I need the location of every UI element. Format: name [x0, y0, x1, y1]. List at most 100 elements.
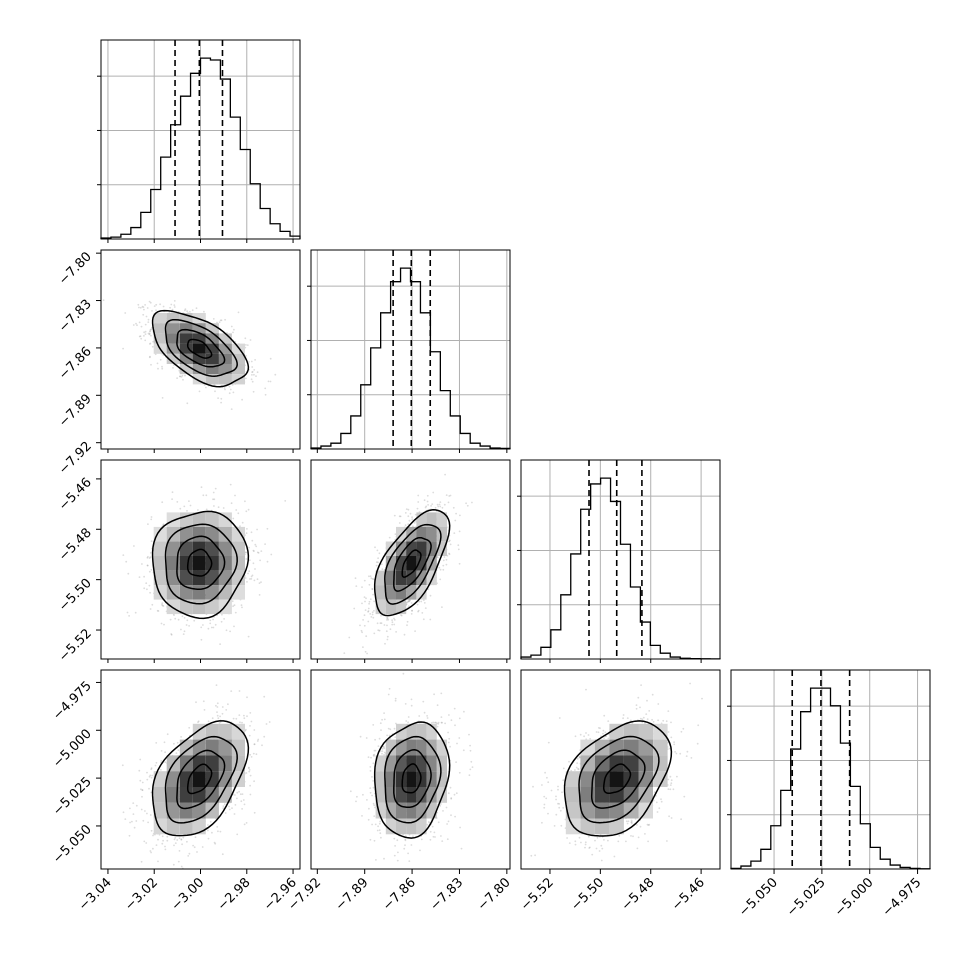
sample-point [438, 566, 441, 569]
sample-point [154, 764, 157, 767]
sample-point [253, 369, 256, 371]
sample-point [393, 514, 396, 517]
panel-content [102, 299, 277, 410]
sample-point [212, 318, 215, 320]
density-cell [205, 353, 219, 364]
sample-point [247, 572, 249, 575]
sample-point [383, 624, 386, 626]
sample-point [159, 358, 162, 361]
sample-point [255, 545, 258, 548]
sample-point [254, 359, 256, 361]
hist-frame [730, 669, 931, 870]
sample-point [250, 720, 253, 723]
sample-point [449, 494, 452, 497]
sample-point [214, 487, 217, 490]
sample-point [471, 501, 473, 504]
sample-point [407, 515, 410, 518]
sample-point [151, 774, 154, 777]
sample-point [179, 507, 182, 510]
sample-point [180, 628, 182, 631]
contour-level-0 [151, 510, 250, 620]
sample-point [122, 554, 125, 556]
density-cell [436, 526, 447, 542]
sample-point [393, 619, 396, 621]
sample-point [429, 594, 432, 597]
sample-point [138, 769, 141, 772]
sample-point [371, 613, 374, 616]
density-cell [218, 541, 232, 556]
sample-point [241, 808, 244, 810]
sample-point [252, 549, 255, 552]
sample-point [254, 568, 256, 570]
sample-point [249, 712, 252, 714]
density-cell [192, 512, 206, 527]
sample-point [452, 506, 455, 509]
sample-point [400, 614, 403, 617]
sample-point [458, 530, 461, 533]
sample-point [248, 559, 251, 562]
sample-point [404, 512, 407, 514]
sample-point [448, 540, 450, 543]
sample-point [122, 347, 124, 350]
sample-point [229, 483, 232, 486]
sample-point [403, 633, 406, 636]
sample-point [408, 600, 411, 602]
sample-point [172, 367, 174, 369]
sample-point [129, 807, 131, 810]
sample-point [200, 638, 203, 641]
sample-point [245, 551, 248, 554]
sample-point [270, 553, 273, 556]
density-cell [153, 585, 167, 600]
hist-panel-2 [517, 459, 721, 660]
sample-point [386, 619, 388, 621]
sample-point [391, 621, 394, 624]
density-cell [192, 323, 206, 334]
sample-point [177, 618, 180, 621]
sample-point [148, 300, 151, 303]
sample-point [380, 614, 382, 617]
sample-point [147, 318, 150, 321]
sample-point [246, 581, 248, 583]
sample-point [252, 562, 255, 565]
sample-point [423, 602, 426, 604]
sample-point [200, 626, 203, 629]
density-cell [232, 526, 245, 542]
sample-point [373, 600, 375, 603]
density-cell [218, 333, 232, 344]
sample-point [252, 390, 255, 393]
sample-point [150, 768, 153, 771]
sample-point [407, 600, 410, 603]
sample-point [434, 506, 437, 509]
sample-point [241, 606, 243, 609]
sample-point [212, 498, 214, 501]
sample-point [398, 515, 401, 518]
sample-point [161, 835, 164, 838]
sample-point [178, 369, 181, 372]
sample-point [225, 629, 228, 632]
sample-point [182, 378, 184, 381]
sample-point [140, 325, 143, 328]
sample-point [195, 307, 198, 310]
sample-point [408, 519, 411, 522]
sample-point [149, 552, 152, 554]
density-cell [416, 585, 427, 600]
density-cell [179, 364, 193, 375]
hist-panel-0 [97, 39, 301, 240]
sample-point [430, 505, 432, 507]
histogram-bars [730, 687, 931, 870]
sample-point [144, 339, 147, 342]
density-cell [205, 374, 219, 385]
sample-point [426, 494, 429, 497]
sample-point [135, 322, 137, 325]
density-cell [396, 599, 407, 615]
sample-point [416, 507, 419, 510]
sample-point [410, 613, 413, 615]
sample-point [407, 523, 410, 526]
density-cell [385, 556, 396, 571]
density-cell [179, 570, 193, 586]
density-cell [375, 585, 386, 600]
sample-point [146, 778, 149, 781]
sample-point [229, 388, 232, 391]
sample-point [155, 309, 157, 312]
sample-point [216, 706, 219, 708]
